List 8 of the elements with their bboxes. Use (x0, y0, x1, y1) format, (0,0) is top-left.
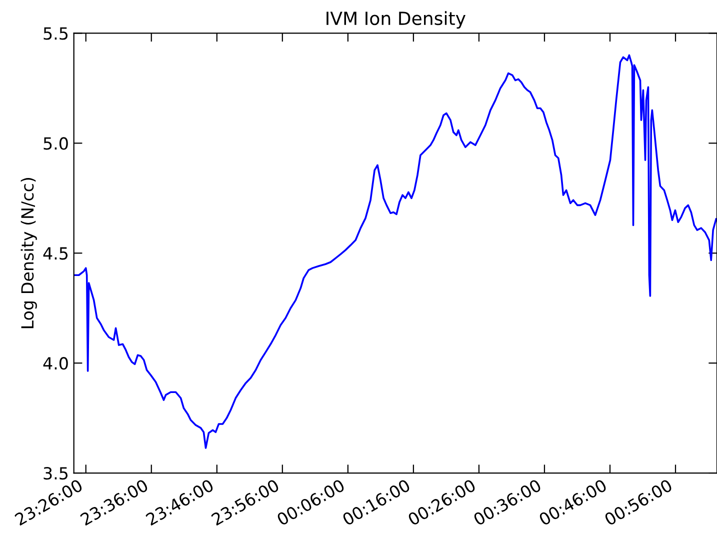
line-series (74, 54, 717, 449)
y-tick-label: 3.5 (44, 466, 68, 480)
y-tick-label: 4.5 (43, 247, 68, 260)
y-tick-label: 5.0 (44, 137, 68, 150)
chart-title: IVM Ion Density (326, 11, 466, 29)
y-tick-label: 4.0 (43, 357, 68, 370)
y-tick-label: 5.5 (44, 27, 68, 40)
y-axis-title: Log Density (N/cc) (20, 178, 37, 328)
